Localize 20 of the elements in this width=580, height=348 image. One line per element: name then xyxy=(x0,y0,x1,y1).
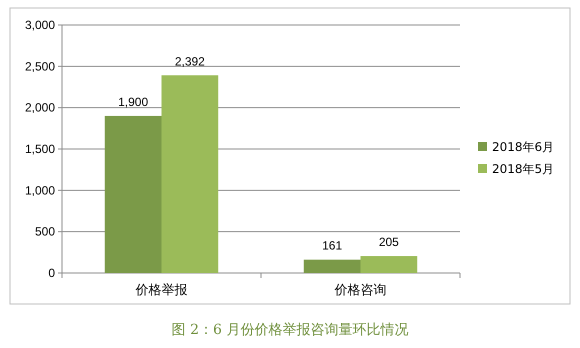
bar xyxy=(304,260,360,273)
bar xyxy=(360,256,418,273)
bar xyxy=(104,116,162,273)
legend-label: 2018年5月 xyxy=(492,162,554,176)
data-label: 205 xyxy=(378,235,400,250)
legend-label: 2018年6月 xyxy=(492,140,554,154)
bar xyxy=(162,75,218,273)
y-tick-label: 1,500 xyxy=(24,142,56,156)
y-tick-label: 500 xyxy=(34,224,56,239)
caption: 图 2：6 月份价格举报咨询量环比情况 xyxy=(172,322,408,338)
y-tick-label: 2,000 xyxy=(24,100,56,115)
y-tick-label: 2,500 xyxy=(24,59,56,74)
y-tick-label: 0 xyxy=(48,266,56,280)
y-tick-label: 1,000 xyxy=(24,183,56,198)
data-label: 161 xyxy=(322,238,342,253)
data-label: 1,900 xyxy=(118,94,148,109)
x-tick-label: 价格咨询 xyxy=(334,283,386,298)
x-tick-label: 价格举报 xyxy=(134,283,188,298)
data-label: 2,392 xyxy=(174,54,206,68)
y-tick-label: 3,000 xyxy=(24,18,56,32)
